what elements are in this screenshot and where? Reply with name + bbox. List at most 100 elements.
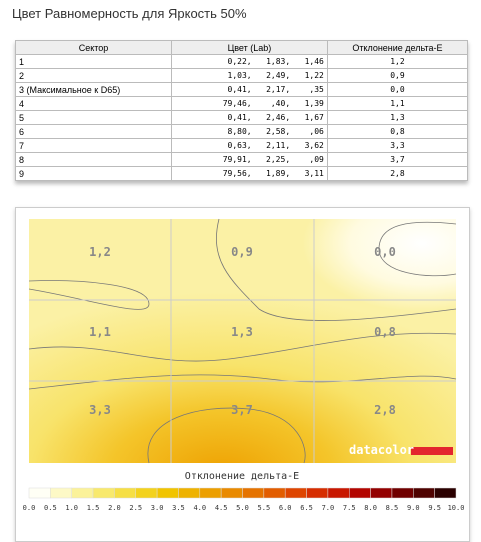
scale-tick-label: 4.0 bbox=[193, 504, 206, 512]
scale-swatch bbox=[284, 487, 307, 499]
scale-swatch bbox=[306, 487, 329, 499]
cell-value: 0,0 bbox=[374, 245, 396, 259]
table-cell: 79,56, 1,89, 3,11 bbox=[170, 166, 328, 181]
scale-swatch bbox=[391, 487, 414, 499]
scale-swatch bbox=[50, 487, 72, 499]
scale-tick-label: 3.0 bbox=[151, 504, 164, 512]
scale-swatch bbox=[28, 487, 51, 499]
grid bbox=[29, 219, 456, 463]
scale-swatch bbox=[263, 487, 286, 499]
table-cell: 2,8 bbox=[326, 166, 469, 181]
table-cell: 4 bbox=[15, 96, 172, 111]
column-header: Сектор bbox=[15, 40, 172, 55]
cell-value: 0,9 bbox=[231, 245, 253, 259]
scale-tick-label: 9.0 bbox=[407, 504, 420, 512]
scale-swatch bbox=[178, 487, 201, 499]
table-cell: 3,3 bbox=[326, 138, 469, 153]
scale-tick-label: 6.5 bbox=[300, 504, 313, 512]
table-cell: 9 bbox=[15, 166, 172, 181]
table-row: 6 8,80, 2,58, ,06 0,8 bbox=[15, 124, 469, 139]
table-cell: 1 bbox=[15, 54, 172, 69]
scale-tick-label: 3.5 bbox=[172, 504, 185, 512]
scale-tick-label: 1.5 bbox=[87, 504, 100, 512]
table-cell: 1,3 bbox=[326, 110, 469, 125]
scale-swatch bbox=[199, 487, 222, 499]
scale-tick-label: 1.0 bbox=[65, 504, 78, 512]
scale-swatch bbox=[220, 487, 243, 499]
table-cell: 5 bbox=[15, 110, 172, 125]
scale-tick-label: 0.5 bbox=[44, 504, 57, 512]
table-row: 4 79,46, ,40, 1,39 1,1 bbox=[15, 96, 469, 111]
scale-tick-label: 5.0 bbox=[236, 504, 249, 512]
table-cell: 0,9 bbox=[326, 68, 469, 83]
scale-tick-label: 0.0 bbox=[23, 504, 36, 512]
table-cell: 2 bbox=[15, 68, 172, 83]
cell-value: 3,7 bbox=[231, 403, 253, 417]
logo-bar bbox=[411, 447, 453, 455]
brand: datacolor bbox=[349, 443, 414, 457]
scale-tick-label: 4.5 bbox=[215, 504, 228, 512]
table-row: 1 0,22, 1,83, 1,46 1,2 bbox=[15, 54, 469, 69]
cell-value: 3,3 bbox=[89, 403, 111, 417]
table-cell: 0,8 bbox=[326, 124, 469, 139]
scale-tick-label: 10.0 bbox=[448, 504, 465, 512]
table-cell: 8 bbox=[15, 152, 172, 167]
scale-tick-label: 8.0 bbox=[364, 504, 377, 512]
scale-tick-label: 9.5 bbox=[428, 504, 441, 512]
scale-tick-label: 2.5 bbox=[129, 504, 142, 512]
column-header: Цвет (Lab) bbox=[170, 40, 328, 55]
table-row: 5 0,41, 2,46, 1,67 1,3 bbox=[15, 110, 469, 125]
scale-title: Отклонение дельта-E bbox=[185, 471, 299, 482]
table-cell: 79,91, 2,25, ,09 bbox=[170, 152, 328, 167]
cell-value: 1,2 bbox=[89, 245, 111, 259]
table-cell: 0,63, 2,11, 3,62 bbox=[170, 138, 328, 153]
table-cell: 6 bbox=[15, 124, 172, 139]
table-row: 8 79,91, 2,25, ,09 3,7 bbox=[15, 152, 469, 167]
table-cell: 0,22, 1,83, 1,46 bbox=[170, 54, 328, 69]
cell-value: 1,1 bbox=[89, 325, 111, 339]
title: Цвет Равномерность для Яркость 50% bbox=[12, 6, 247, 21]
cell-value: 0,8 bbox=[374, 325, 396, 339]
chart-panel: datacolor 1,2 0,9 0,0 1,1 1,3 0,8 3,3 3,7 2,8 От… bbox=[15, 207, 470, 542]
scale-tick-label: 6.0 bbox=[279, 504, 292, 512]
scale-tick-label: 7.0 bbox=[322, 504, 335, 512]
table-row: 7 0,63, 2,11, 3,62 3,3 bbox=[15, 138, 469, 153]
scale-swatch bbox=[413, 487, 435, 499]
table-row: 2 1,03, 2,49, 1,22 0,9 bbox=[15, 68, 469, 83]
heatmap: datacolor 1,2 0,9 0,0 1,1 1,3 0,8 3,3 3,7 2,8 От… bbox=[23, 218, 465, 512]
scale-tick-label: 7.5 bbox=[343, 504, 356, 512]
table-cell: 8,80, 2,58, ,06 bbox=[170, 124, 328, 139]
scale-swatch bbox=[370, 487, 393, 499]
scale-swatch bbox=[242, 487, 265, 499]
table-cell: 7 bbox=[15, 138, 172, 153]
table-cell: 0,0 bbox=[326, 82, 469, 97]
table-row: 9 79,56, 1,89, 3,11 2,8 bbox=[15, 166, 469, 181]
scale-swatch bbox=[135, 487, 158, 499]
table: Сектор Цвет (Lab) Отклонение дельта-E 1 0,22… bbox=[15, 40, 469, 181]
scale-tick-label: 5.5 bbox=[258, 504, 271, 512]
cell-value: 1,3 bbox=[231, 325, 253, 339]
scale-swatch bbox=[114, 487, 137, 499]
scale-tick-label: 2.0 bbox=[108, 504, 121, 512]
scale-tick-label: 8.5 bbox=[386, 504, 399, 512]
scale-swatch bbox=[327, 487, 350, 499]
contours bbox=[28, 218, 457, 464]
scale-swatch bbox=[71, 487, 94, 499]
scale-swatch bbox=[92, 487, 115, 499]
cell-value: 2,8 bbox=[374, 403, 396, 417]
table-cell: 3 (Максимальное к D65) bbox=[15, 82, 172, 97]
table-cell: 3,7 bbox=[326, 152, 469, 167]
table-cell: 79,46, ,40, 1,39 bbox=[170, 96, 328, 111]
heat-highlight bbox=[29, 219, 456, 463]
scale-swatch bbox=[434, 487, 457, 499]
table-cell: 0,41, 2,17, ,35 bbox=[170, 82, 328, 97]
table-cell: 1,1 bbox=[326, 96, 469, 111]
table-cell: 1,03, 2,49, 1,22 bbox=[170, 68, 328, 83]
scale-swatch bbox=[156, 487, 179, 499]
column-header: Отклонение дельта-E bbox=[326, 40, 469, 55]
table-cell: 1,2 bbox=[326, 54, 469, 69]
table-cell: 0,41, 2,46, 1,67 bbox=[170, 110, 328, 125]
scale-swatch bbox=[349, 487, 371, 499]
table-row: 3 (Максимальное к D65) 0,41, 2,17, ,35 0,0 bbox=[15, 82, 469, 97]
